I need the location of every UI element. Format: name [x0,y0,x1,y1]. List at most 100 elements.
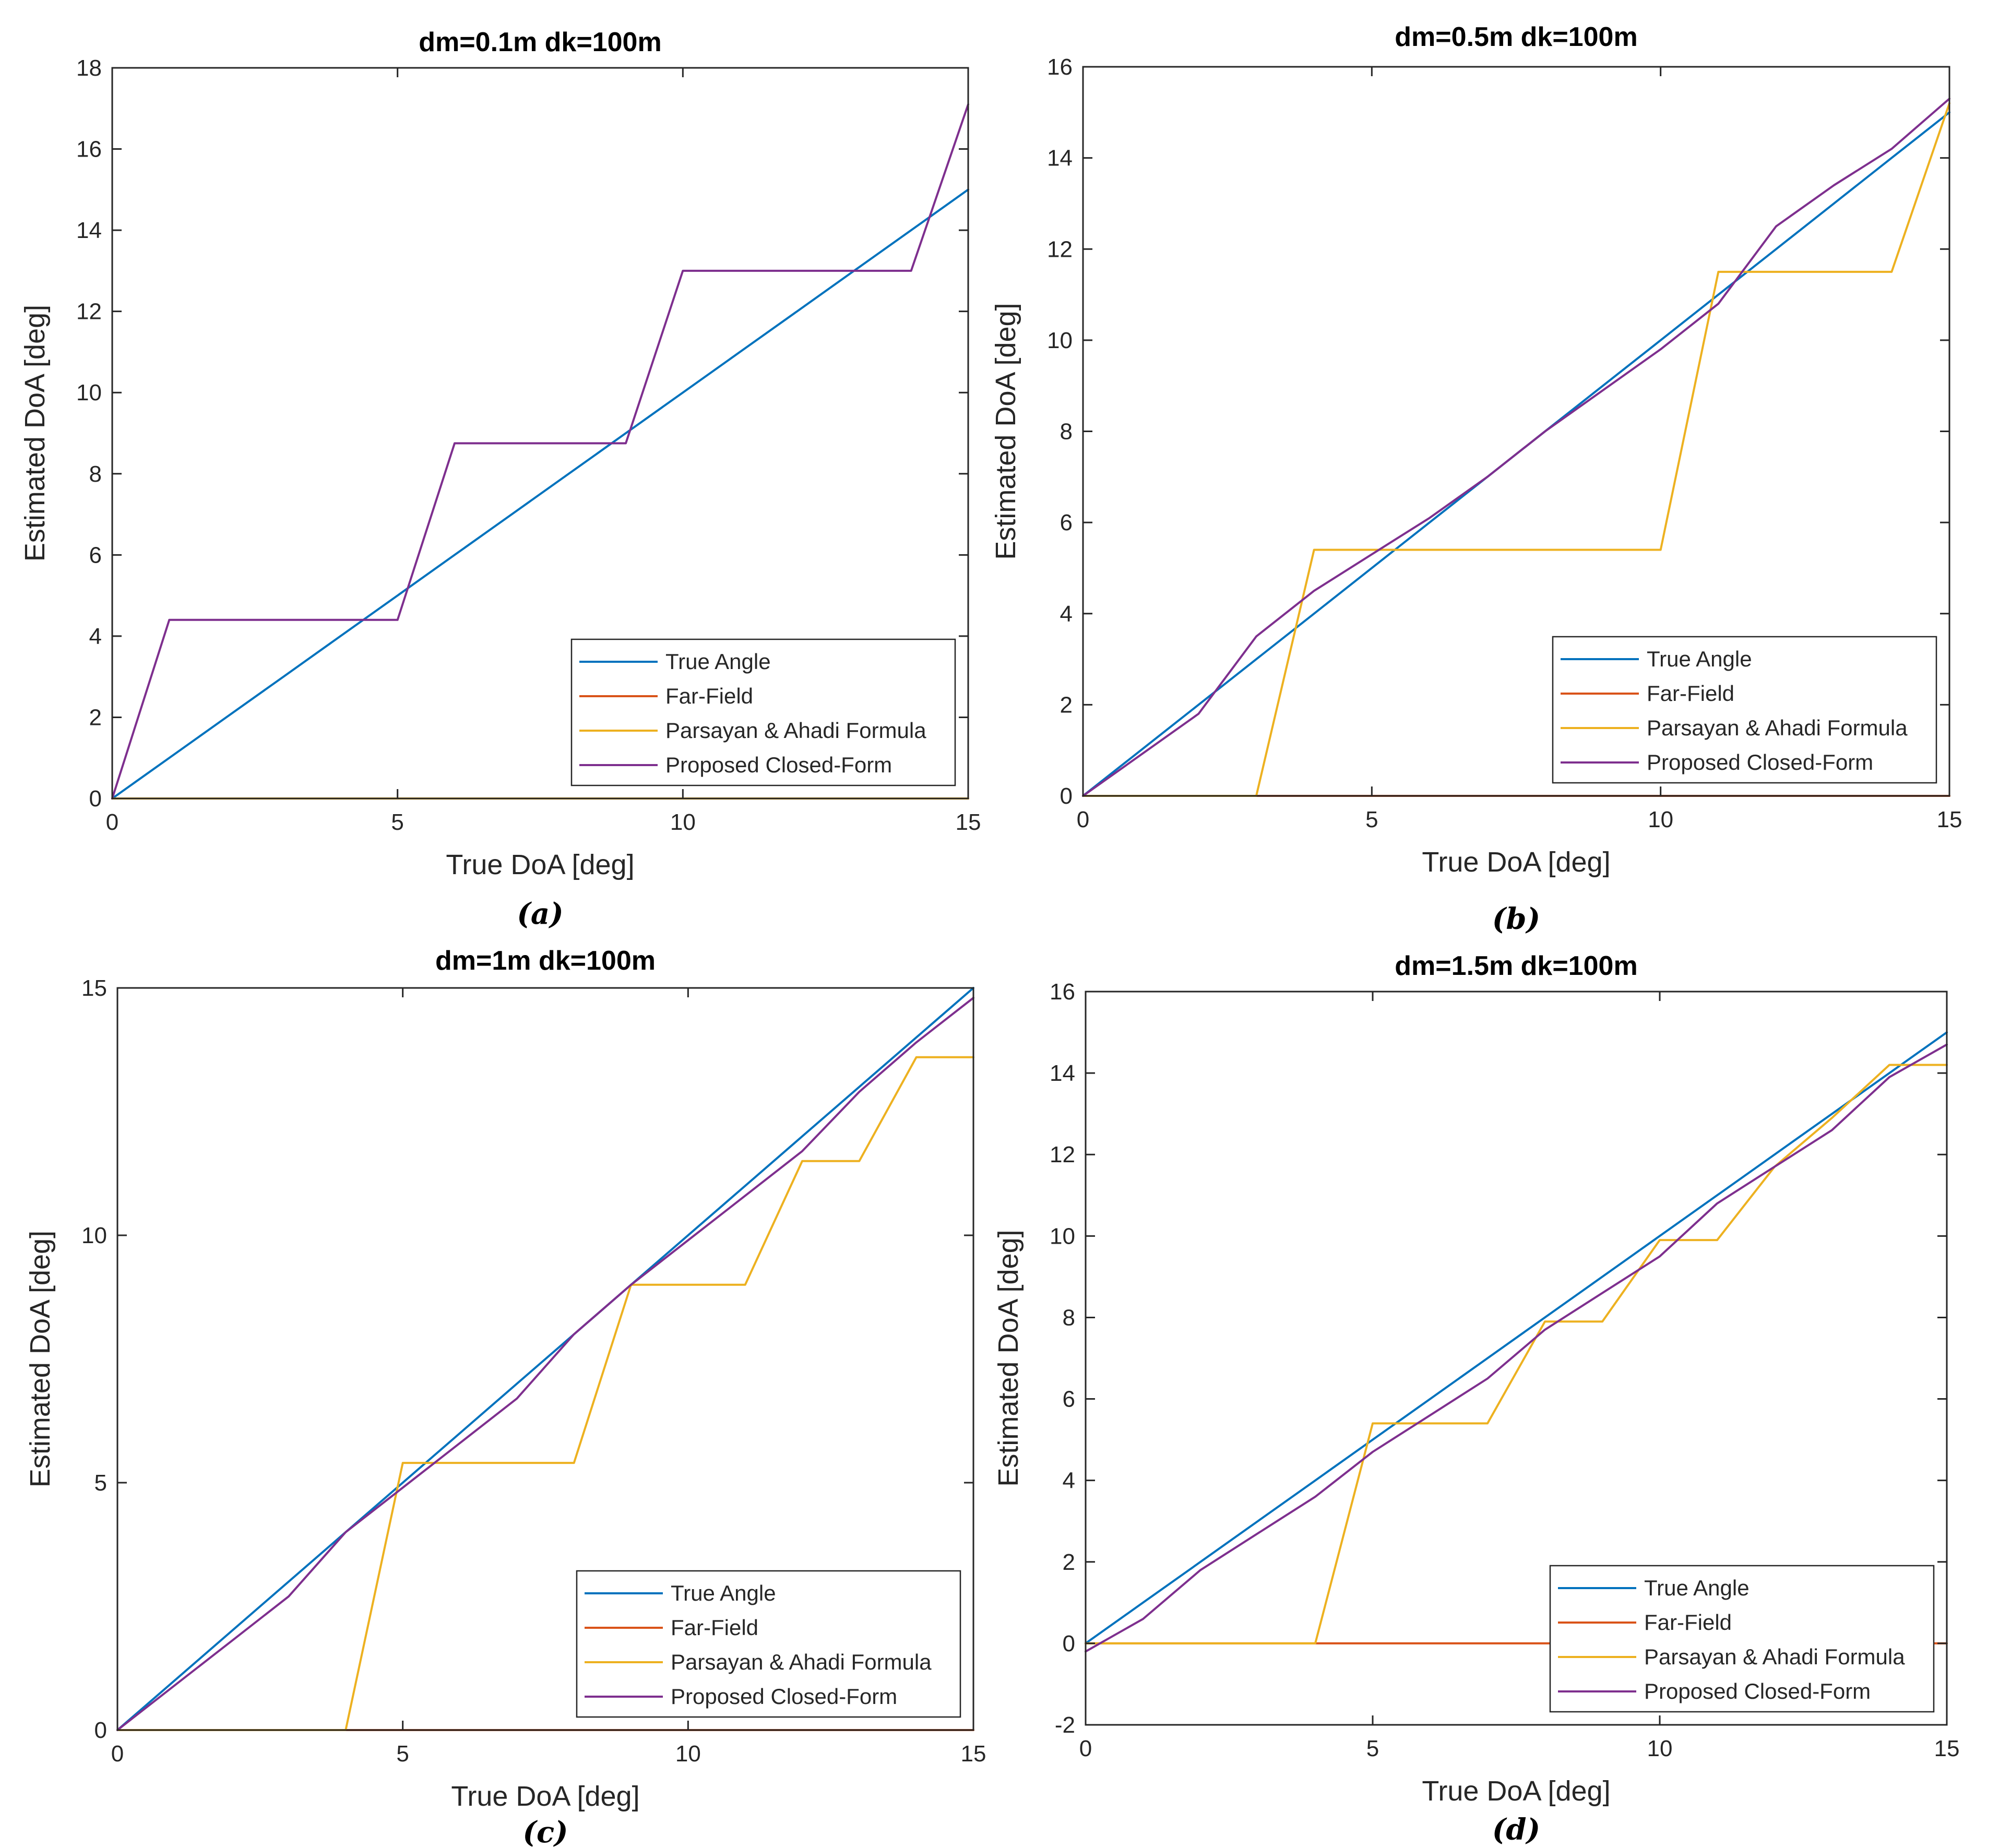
panel-d-ylabel: Estimated DoA [deg] [993,1230,1024,1486]
panel-d-ytick-label: -2 [1055,1712,1075,1738]
panel-c-ylabel: Estimated DoA [deg] [25,1231,56,1487]
panel-b-legend: True Angle Far-Field Parsayan & Ahadi Form… [1552,636,1937,784]
panel-c-legend-label-parsayan-ahadi-formula: Parsayan & Ahadi Formula [671,1650,932,1674]
panel-b-xlabel: True DoA [deg] [1422,846,1610,878]
panel-d-xtick-label: 0 [1079,1736,1092,1761]
panel-a-ylabel: Estimated DoA [deg] [19,305,51,562]
panel-d-legend-box [1549,1565,1935,1713]
panel-d-xtick-label: 10 [1647,1736,1673,1761]
panel-a-ytick-label: 6 [89,542,102,568]
panel-c-legend-label-true-angle: True Angle [671,1581,776,1605]
panel-d-ytick-label: 4 [1063,1468,1075,1494]
panel-b-ytick-label: 2 [1060,692,1073,718]
panel-c-xtick-label: 10 [675,1741,701,1767]
panel-d-ytick-label: 0 [1063,1631,1075,1656]
panel-b-legend-label-true-angle: True Angle [1647,647,1752,671]
panel-d-ytick-label: 14 [1050,1060,1075,1086]
panel-d-legend-label-far-field: Far-Field [1644,1610,1732,1635]
panel-c-line-proposed-closed-form [116,997,974,1731]
panel-d-ytick-label: 6 [1063,1387,1075,1412]
panel-c-legend-label-proposed-closed-form: Proposed Closed-Form [671,1684,897,1709]
panel-c-xtick-label: 15 [961,1741,986,1767]
panel-d-legend-label-proposed-closed-form: Proposed Closed-Form [1644,1679,1871,1703]
panel-b-xtick-label: 5 [1365,807,1378,832]
panel-c-xtick-label: 0 [111,1741,124,1767]
panel-d-ytick-label: 8 [1063,1305,1075,1330]
panel-d-title: dm=1.5m dk=100m [1395,951,1637,981]
panel-d-ytick-label: 12 [1050,1142,1075,1167]
panel-d-line-proposed-closed-form [1085,1043,1948,1653]
panel-b-legend-label-parsayan-ahadi-formula: Parsayan & Ahadi Formula [1647,716,1908,740]
panel-d-line-parsayan-ahadi-formula [1085,1064,1948,1644]
panel-a-ytick-label: 12 [76,299,102,325]
panel-a-legend-label-far-field: Far-Field [665,684,753,708]
panel-b: 0 5 10 15 0 2 4 6 8 10 12 14 16 dm=0.5m dk=100m True D… [990,22,1962,936]
panel-a-title: dm=0.1m dk=100m [419,27,661,57]
panel-a-xtick-label: 5 [391,809,403,835]
panel-b-ytick-label: 16 [1047,54,1073,80]
panel-b-ytick-label: 14 [1047,146,1073,171]
panel-a-legend: True Angle Far-Field Parsayan & Ahadi Form… [570,638,956,786]
panel-c-legend-box [576,1570,961,1718]
panel-b-xtick-label: 15 [1937,807,1962,832]
panel-d-legend-label-true-angle: True Angle [1644,1576,1750,1600]
panel-d-xlabel: True DoA [deg] [1422,1775,1610,1807]
panel-c-caption: (c) [522,1815,568,1848]
panel-b-ytick-label: 8 [1060,419,1073,445]
panel-d-xtick-label: 15 [1934,1736,1960,1761]
panel-a-ytick-label: 16 [76,137,102,162]
panel-c-xlabel: True DoA [deg] [451,1781,639,1812]
panel-c-title: dm=1m dk=100m [435,946,656,976]
panel-b-legend-box [1552,636,1937,784]
panel-c-ytick-label: 15 [81,975,107,1001]
panel-b-ytick-label: 4 [1060,601,1073,627]
panel-d-ytick-label: 16 [1050,979,1075,1005]
panel-b-ytick-label: 0 [1060,783,1073,809]
panel-c-line-true-angle [116,987,974,1731]
panel-b-line-proposed-closed-form [1082,98,1950,797]
panel-c-ytick-label: 5 [94,1470,107,1496]
panel-c-legend-label-far-field: Far-Field [671,1615,758,1640]
panel-d-legend-label-parsayan-ahadi-formula: Parsayan & Ahadi Formula [1644,1644,1905,1669]
panel-a-line-true-angle [111,188,969,800]
panel-c-axes-box [116,987,974,1731]
panel-d-axes-box [1085,991,1948,1726]
panel-a-legend-label-parsayan-ahadi-formula: Parsayan & Ahadi Formula [665,718,926,743]
panel-a-line-proposed-closed-form [111,103,969,800]
panel-a-ytick-label: 8 [89,461,102,487]
panel-a-legend-box [570,638,956,786]
panel-b-title: dm=0.5m dk=100m [1395,22,1637,52]
panel-b-ylabel: Estimated DoA [deg] [990,303,1021,559]
panel-b-legend-label-far-field: Far-Field [1647,681,1734,706]
panel-d-ytick-label: 2 [1063,1549,1075,1575]
panel-a-ytick-label: 0 [89,786,102,812]
panel-a: 0 5 10 15 0 2 4 6 8 10 12 14 16 18 dm=0.1m dk=100m True… [19,27,981,931]
panel-a-legend-label-true-angle: True Angle [665,649,771,674]
panel-a-ytick-label: 14 [76,218,102,243]
panel-d-caption: (d) [1492,1813,1540,1847]
panel-c-xtick-label: 5 [396,1741,409,1767]
panel-a-xtick-label: 0 [106,809,118,835]
panel-a-xlabel: True DoA [deg] [446,849,634,880]
panel-a-ytick-label: 10 [76,380,102,406]
panel-a-xtick-label: 10 [670,809,696,835]
panel-b-legend-label-proposed-closed-form: Proposed Closed-Form [1647,750,1873,774]
panel-a-axes-box [111,67,969,800]
panel-c: 0 5 10 15 0 5 10 15 dm=1m dk=100m True DoA [deg] E… [25,946,986,1848]
panel-b-ytick-label: 12 [1047,236,1073,262]
panel-d-ytick-label: 10 [1050,1223,1075,1249]
panel-b-xtick-label: 10 [1648,807,1673,832]
panel-a-ytick-label: 18 [76,55,102,81]
panel-c-ytick-label: 0 [94,1718,107,1743]
panel-a-ytick-label: 2 [89,705,102,730]
panel-b-ytick-label: 6 [1060,510,1073,535]
panel-b-xtick-label: 0 [1077,807,1089,832]
panel-b-ytick-label: 10 [1047,328,1073,353]
panel-a-xtick-label: 15 [956,809,981,835]
panel-c-legend: True Angle Far-Field Parsayan & Ahadi Form… [576,1570,961,1718]
panel-d-line-true-angle [1085,1031,1948,1644]
panel-d-xtick-label: 5 [1366,1736,1379,1761]
panel-a-legend-label-proposed-closed-form: Proposed Closed-Form [665,753,892,777]
